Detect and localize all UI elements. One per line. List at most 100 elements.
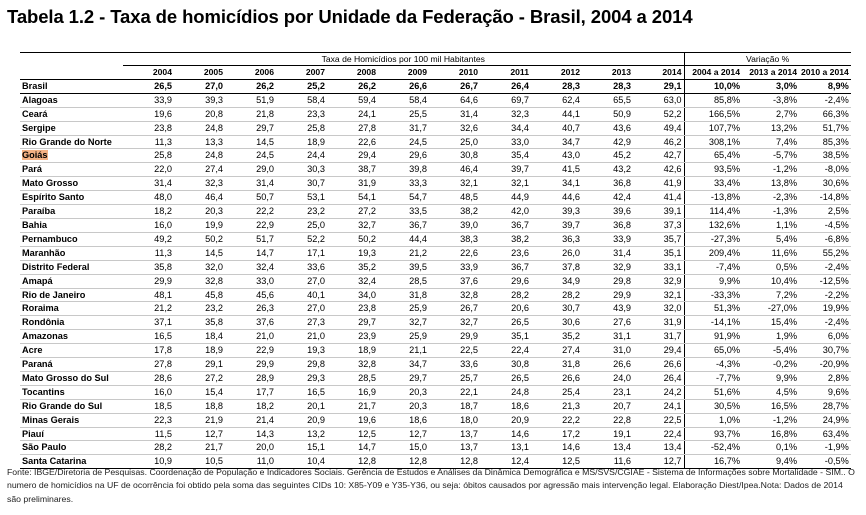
rate-cell: 21,1 bbox=[378, 343, 429, 359]
variation-cell: -3,8% bbox=[742, 93, 799, 108]
rate-cell: 37,8 bbox=[531, 260, 582, 275]
variation-cell: -1,2% bbox=[742, 413, 799, 428]
rate-cell: 22,9 bbox=[225, 343, 276, 359]
rate-cell: 54,7 bbox=[378, 190, 429, 206]
variation-cell: -7,4% bbox=[684, 260, 742, 275]
rate-cell: 24,0 bbox=[582, 371, 633, 386]
rate-cell: 20,8 bbox=[174, 107, 225, 122]
variation-cell: -1,9% bbox=[799, 440, 851, 456]
rate-cell: 48,5 bbox=[429, 190, 480, 206]
rate-cell: 32,0 bbox=[174, 260, 225, 275]
rate-cell: 14,6 bbox=[480, 427, 531, 442]
table-row: Distrito Federal 35,8 32,0 32,4 33,6 35,2 39,5… bbox=[20, 260, 851, 275]
rate-cell: 26,2 bbox=[225, 78, 276, 94]
rate-cell: 40,7 bbox=[531, 121, 582, 136]
rate-cell: 27,0 bbox=[276, 301, 327, 317]
table-row: Tocantins 16,0 15,4 17,7 16,5 16,9 20,3 22,1 24,… bbox=[20, 385, 851, 400]
variation-cell: 1,9% bbox=[742, 329, 799, 345]
year-header: 2006 bbox=[254, 67, 274, 77]
variation-cell: 28,7% bbox=[799, 399, 851, 414]
rate-cell: 24,4 bbox=[276, 148, 327, 164]
rate-cell: 33,6 bbox=[276, 260, 327, 275]
variation-cell: -27,3% bbox=[684, 232, 742, 247]
rate-cell: 34,1 bbox=[531, 176, 582, 192]
rate-cell: 22,6 bbox=[327, 135, 378, 150]
rate-cell: 27,0 bbox=[174, 78, 225, 94]
variation-cell: 91,9% bbox=[684, 329, 742, 345]
rate-cell: 41,4 bbox=[633, 190, 685, 206]
rate-cell: 24,8 bbox=[174, 121, 225, 136]
rate-cell: 31,4 bbox=[582, 246, 633, 261]
rate-cell: 63,0 bbox=[633, 93, 685, 108]
variation-cell: -27,0% bbox=[742, 301, 799, 317]
rate-cell: 36,7 bbox=[480, 218, 531, 233]
rate-cell: 28,2 bbox=[123, 440, 174, 456]
variation-header: 2013 a 2014 bbox=[749, 67, 797, 77]
table-row: Mato Grosso 31,4 32,3 31,4 30,7 31,9 33,3 32,1 3… bbox=[20, 176, 851, 192]
rate-cell: 33,1 bbox=[633, 260, 685, 275]
variation-cell: 55,2% bbox=[799, 246, 851, 261]
rate-cell: 49,4 bbox=[633, 121, 685, 136]
rate-cell: 12,7 bbox=[174, 427, 225, 442]
rate-cell: 28,2 bbox=[531, 288, 582, 303]
rate-cell: 17,7 bbox=[225, 385, 276, 400]
variation-cell: 0,5% bbox=[742, 260, 799, 275]
rate-cell: 58,4 bbox=[276, 93, 327, 108]
rate-cell: 32,1 bbox=[633, 288, 685, 303]
rate-cell: 50,9 bbox=[582, 107, 633, 122]
state-name: Rio Grande do Norte bbox=[20, 135, 123, 150]
variation-cell: 85,8% bbox=[684, 93, 742, 108]
rate-cell: 59,4 bbox=[327, 93, 378, 108]
rate-cell: 23,3 bbox=[276, 107, 327, 122]
variation-cell: -20,9% bbox=[799, 357, 851, 372]
table-row: Amapá 29,9 32,8 33,0 27,0 32,4 28,5 37,6 29,6 34,… bbox=[20, 274, 851, 289]
table-row: Minas Gerais 22,3 21,9 21,4 20,9 19,6 18,6 18,0… bbox=[20, 413, 851, 428]
rate-cell: 32,7 bbox=[327, 218, 378, 233]
rate-cell: 39,7 bbox=[480, 162, 531, 178]
variation-cell: -14,8% bbox=[799, 190, 851, 206]
rate-cell: 23,6 bbox=[480, 246, 531, 261]
rate-cell: 21,2 bbox=[378, 246, 429, 261]
variation-cell: -8,0% bbox=[799, 162, 851, 178]
rate-cell: 32,8 bbox=[174, 274, 225, 289]
variation-cell: 16,7% bbox=[684, 454, 742, 470]
rate-cell: 11,0 bbox=[225, 454, 276, 470]
rate-cell: 29,8 bbox=[582, 274, 633, 289]
rate-cell: 54,1 bbox=[327, 190, 378, 206]
rate-cell: 24,1 bbox=[633, 399, 685, 414]
rate-cell: 22,0 bbox=[123, 162, 174, 178]
variation-cell: 9,9% bbox=[684, 274, 742, 289]
year-header: 2010 bbox=[458, 67, 478, 77]
variation-cell: 7,4% bbox=[742, 135, 799, 150]
state-name: Goiás bbox=[20, 148, 123, 164]
variation-cell: 51,7% bbox=[799, 121, 851, 136]
year-header-row: 2004 2005 2006 2007 2008 2009 2010 2011 2012 2013… bbox=[20, 65, 851, 80]
rate-cell: 36,8 bbox=[582, 218, 633, 233]
rate-cell: 28,9 bbox=[225, 371, 276, 386]
rate-cell: 27,6 bbox=[582, 315, 633, 331]
rate-cell: 12,8 bbox=[378, 454, 429, 470]
variation-cell: 30,5% bbox=[684, 399, 742, 414]
rate-cell: 30,8 bbox=[429, 148, 480, 164]
rate-cell: 22,4 bbox=[633, 427, 685, 442]
rate-cell: 13,7 bbox=[429, 440, 480, 456]
variation-cell: -4,3% bbox=[684, 357, 742, 372]
state-name: Alagoas bbox=[20, 93, 123, 108]
table-row: Acre 17,8 18,9 22,9 19,3 18,9 21,1 22,5 22,4 27,4… bbox=[20, 343, 851, 359]
state-name: Pará bbox=[20, 162, 123, 178]
rate-cell: 29,3 bbox=[276, 371, 327, 386]
rate-cell: 50,7 bbox=[225, 190, 276, 206]
rate-cell: 20,9 bbox=[480, 413, 531, 428]
rate-cell: 27,2 bbox=[327, 204, 378, 219]
rate-cell: 35,8 bbox=[174, 315, 225, 331]
rate-cell: 30,7 bbox=[276, 176, 327, 192]
rate-cell: 34,7 bbox=[378, 357, 429, 372]
variation-cell: -33,3% bbox=[684, 288, 742, 303]
rate-cell: 32,6 bbox=[429, 121, 480, 136]
variation-cell: 132,6% bbox=[684, 218, 742, 233]
rate-cell: 19,3 bbox=[276, 343, 327, 359]
variation-cell: 65,4% bbox=[684, 148, 742, 164]
rate-cell: 20,1 bbox=[276, 399, 327, 414]
rate-cell: 12,5 bbox=[327, 427, 378, 442]
rate-cell: 13,4 bbox=[582, 440, 633, 456]
